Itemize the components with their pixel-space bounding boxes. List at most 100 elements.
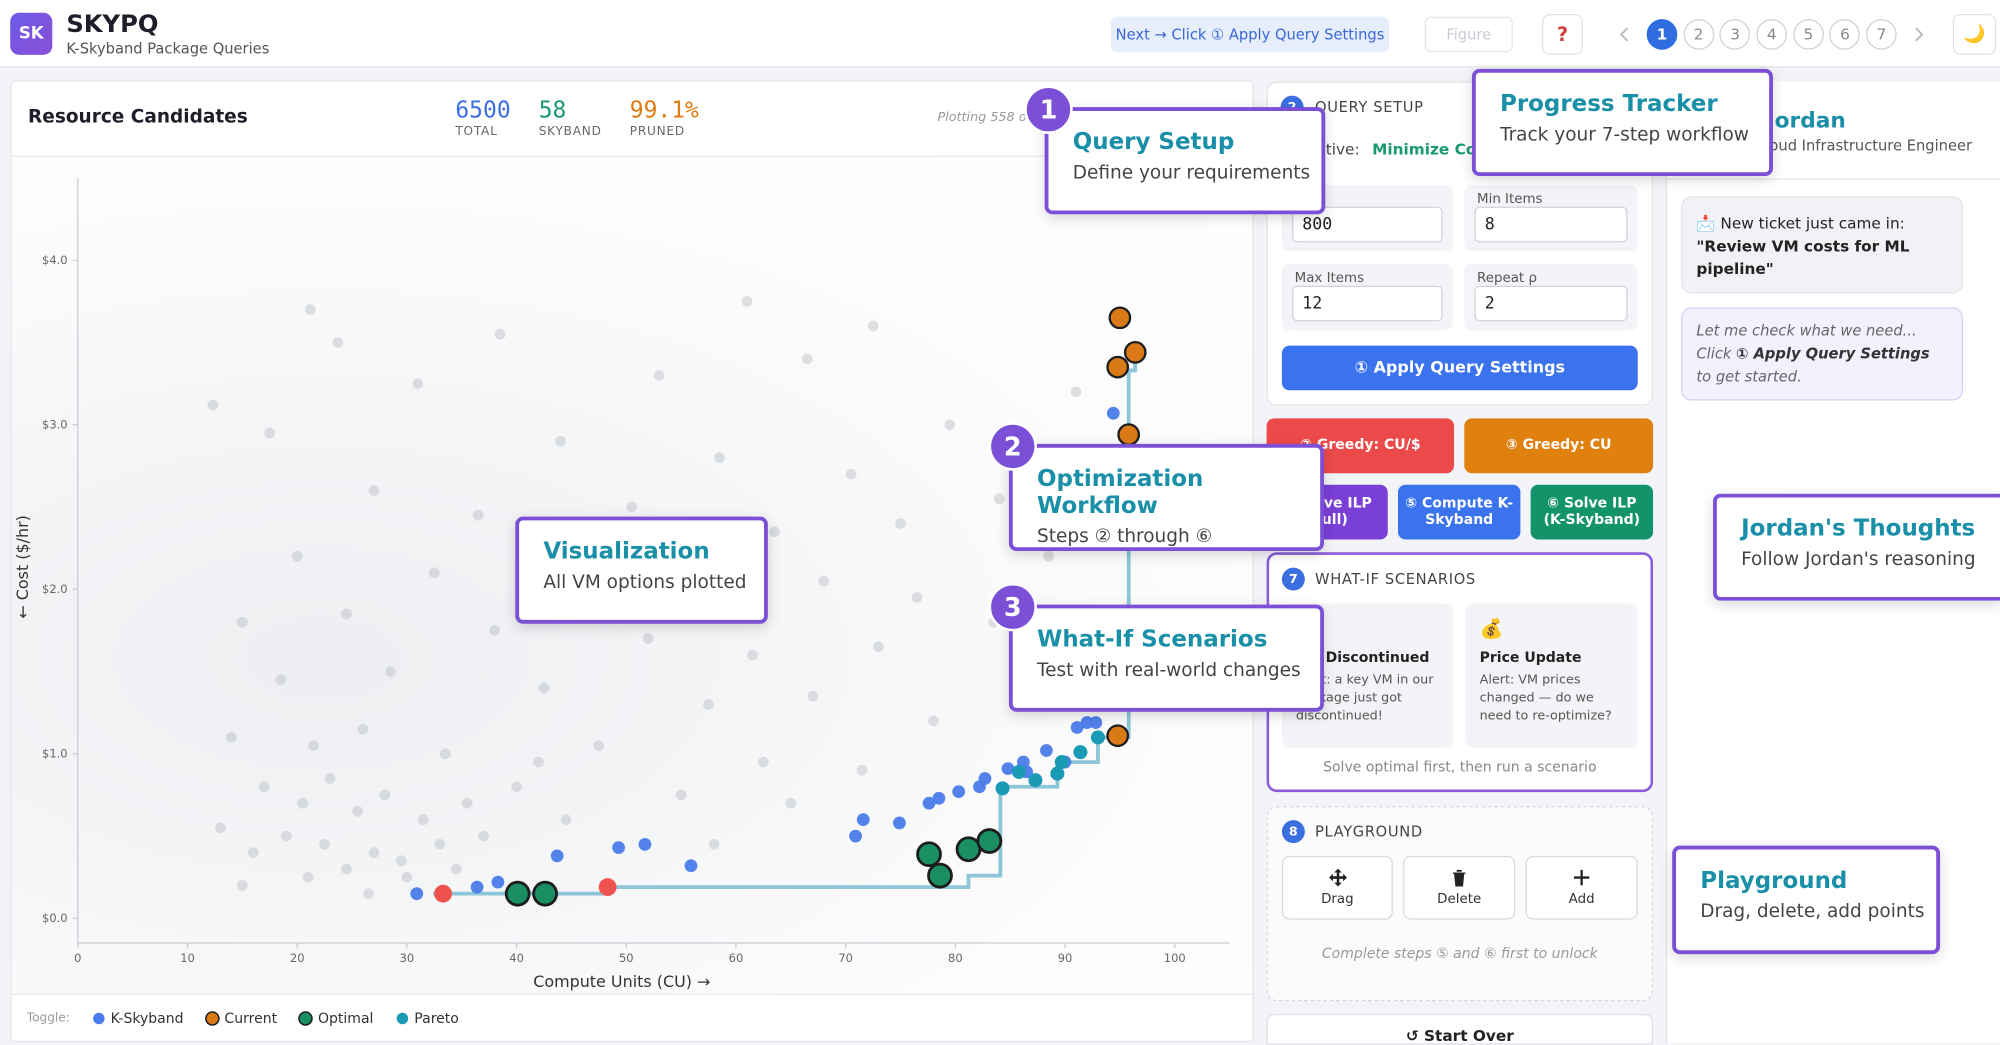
data-point <box>626 501 638 513</box>
theme-toggle[interactable]: 🌙 <box>1952 14 1997 55</box>
step-button[interactable]: 3 <box>1719 19 1751 50</box>
data-point <box>916 841 942 868</box>
step-button[interactable]: 5 <box>1793 19 1824 50</box>
stat: 58 SKYBAND <box>539 97 602 139</box>
callout-text: Define your requirements <box>1072 163 1311 184</box>
delete-glyph <box>1452 869 1466 887</box>
callout-badge: 3 <box>988 582 1037 632</box>
data-point <box>450 863 462 875</box>
data-point <box>873 641 884 653</box>
field-label: Max Items <box>1294 270 1365 286</box>
input[interactable]: 12 <box>1292 285 1443 322</box>
data-point <box>769 526 780 538</box>
legend-item[interactable]: K-Skyband <box>92 1010 184 1026</box>
stat-value: 58 <box>538 96 567 124</box>
add-icon <box>1573 869 1590 886</box>
apply-button[interactable]: ① Apply Query Settings <box>1281 345 1638 391</box>
data-point <box>1123 340 1147 364</box>
stat-label: TOTAL <box>455 124 498 140</box>
next-hint[interactable]: Next → Click ① Apply Query Settings <box>1110 16 1390 53</box>
x-tick-label: 70 <box>838 951 853 965</box>
data-point <box>932 791 946 805</box>
step-button[interactable]: 7 <box>1866 19 1897 50</box>
tool-label: Add <box>1568 891 1595 907</box>
tool-button[interactable]: Drag <box>1281 855 1393 920</box>
start-over-button[interactable]: ↺ Start Over <box>1266 1014 1654 1045</box>
data-point <box>332 337 344 348</box>
x-tick-label: 100 <box>1164 951 1186 965</box>
tool-button[interactable]: Delete <box>1403 855 1516 920</box>
workflow-button[interactable]: ⑥ Solve ILP (K-Skyband) <box>1530 484 1654 540</box>
scenario-text: Alert: VM prices changed — do we need to… <box>1479 673 1612 724</box>
step-button[interactable]: 6 <box>1829 19 1861 50</box>
step-button[interactable]: 4 <box>1756 19 1788 50</box>
data-point <box>1001 762 1015 776</box>
x-tick-label: 20 <box>290 951 305 965</box>
step-button[interactable]: 2 <box>1683 19 1714 50</box>
data-point <box>280 830 292 842</box>
data-point <box>1106 406 1120 420</box>
data-point <box>818 575 830 587</box>
figure-button[interactable]: Figure <box>1424 16 1513 53</box>
tool-button[interactable]: Add <box>1525 855 1638 920</box>
callout-badge: 2 <box>988 422 1037 471</box>
legend-label: Current <box>224 1009 278 1027</box>
data-point <box>1050 766 1065 781</box>
data-point <box>642 633 654 645</box>
data-point <box>341 608 352 620</box>
legend-label: Pareto <box>414 1009 459 1027</box>
data-point <box>944 419 956 431</box>
data-point <box>215 822 226 834</box>
thought-text: Let me check what we need... <box>1696 321 1917 340</box>
input[interactable]: 2 <box>1474 285 1628 322</box>
data-point <box>612 841 625 854</box>
prev-step[interactable] <box>1612 19 1638 50</box>
data-point <box>470 880 484 894</box>
stat-label: SKYBAND <box>538 124 602 140</box>
legend-item[interactable]: Pareto <box>396 1009 459 1027</box>
legend-item[interactable]: Current <box>206 1009 278 1027</box>
data-point <box>741 295 753 307</box>
input[interactable]: 8 <box>1474 206 1628 243</box>
data-point <box>385 666 396 677</box>
data-point <box>785 797 797 809</box>
data-point <box>538 682 550 694</box>
step-button[interactable]: 1 <box>1646 19 1678 50</box>
data-point <box>1043 551 1054 562</box>
data-point <box>533 756 544 768</box>
scenario-card[interactable]: 💰 Price Update Alert: VM prices changed … <box>1465 603 1638 748</box>
thought-text: to get started. <box>1696 366 1802 385</box>
scenario-title: VM Discontinued <box>1295 649 1430 666</box>
workflow-button[interactable]: ⑤ Compute K-Skyband <box>1397 484 1521 540</box>
data-point <box>978 772 992 785</box>
callout-title: Playground <box>1700 867 1848 895</box>
data-point <box>417 814 429 825</box>
legend-label: Optimal <box>317 1009 374 1027</box>
data-point <box>357 723 369 735</box>
data-point <box>995 781 1010 796</box>
callout-badge: 1 <box>1024 85 1073 134</box>
x-tick-label: 90 <box>1058 951 1073 965</box>
data-point <box>363 888 374 900</box>
callout-title: Optimization Workflow <box>1036 465 1204 520</box>
help-button[interactable]: ? <box>1542 14 1583 55</box>
data-point <box>893 816 906 830</box>
legend-swatch <box>396 1012 408 1024</box>
data-point <box>494 328 506 340</box>
callout-text: Drag, delete, add points <box>1700 901 1925 923</box>
workflow-button[interactable]: ③ Greedy: CU <box>1464 418 1654 474</box>
callout: Visualization All VM options plotted <box>515 516 768 624</box>
tool-label: Drag <box>1321 891 1354 907</box>
data-point <box>489 625 500 636</box>
field: Min Items 8 <box>1464 184 1638 252</box>
x-tick-label: 0 <box>74 951 81 965</box>
data-point <box>1070 386 1082 398</box>
legend-item[interactable]: Optimal <box>300 1009 374 1027</box>
persona-name: Jordan <box>1766 108 1846 134</box>
data-point <box>801 353 813 365</box>
scatter-chart: 0 10 20 30 40 50 60 70 80 90 100 $0.0 $1.0 $2.0 $3.0 $4… <box>13 177 1230 991</box>
next-step[interactable] <box>1906 19 1932 50</box>
field-label: Min Items <box>1477 191 1543 207</box>
data-point <box>236 616 248 628</box>
